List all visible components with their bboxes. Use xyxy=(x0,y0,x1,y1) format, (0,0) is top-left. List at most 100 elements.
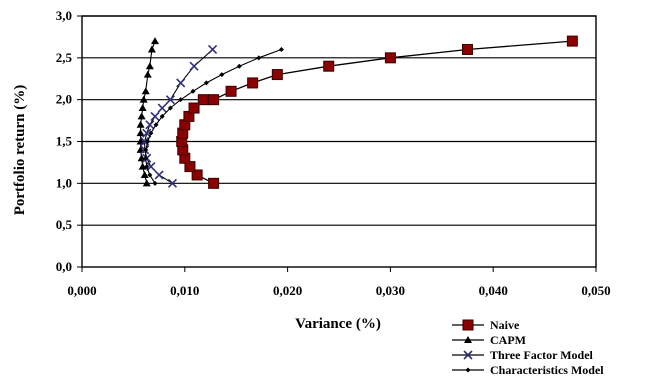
point-capm-3 xyxy=(137,154,146,162)
y-tick-label-5: 2,5 xyxy=(56,50,73,65)
point-naive-16 xyxy=(384,52,396,64)
point-characteristics-model-1 xyxy=(147,172,153,178)
point-naive-18 xyxy=(566,35,578,47)
point-three-factor-model-6-stroke-b xyxy=(142,128,152,138)
point-capm-11 xyxy=(141,87,150,95)
point-naive-1 xyxy=(191,169,203,181)
point-three-factor-model-11-stroke-b xyxy=(176,78,186,88)
point-three-factor-model-9-stroke-b xyxy=(157,103,167,113)
legend-label-three-factor-model: Three Factor Model xyxy=(490,348,594,362)
y-axis-title: Portfolio return (%) xyxy=(12,85,28,216)
x-tick-label-2: 0,020 xyxy=(273,283,302,298)
x-tick-label-3: 0,030 xyxy=(376,283,405,298)
point-naive-12 xyxy=(225,85,237,97)
point-characteristics-model-13 xyxy=(219,72,225,78)
point-three-factor-model-8 xyxy=(150,111,160,121)
point-three-factor-model-10-stroke-b xyxy=(165,95,175,105)
legend-item-characteristics-model: Characteristics Model xyxy=(452,363,604,377)
point-characteristics-model-11 xyxy=(190,88,196,94)
point-three-factor-model-10 xyxy=(165,95,175,105)
point-capm-15 xyxy=(150,37,159,45)
series-naive xyxy=(176,35,578,189)
point-naive-14 xyxy=(271,69,283,81)
point-three-factor-model-7 xyxy=(145,120,155,130)
point-characteristics-model-14 xyxy=(236,63,242,69)
series-layer xyxy=(136,35,578,189)
point-characteristics-model-16 xyxy=(278,46,284,52)
x-tick-label-5: 0,050 xyxy=(581,283,610,298)
legend-marker-three-factor-model-stroke-b xyxy=(463,350,473,360)
point-characteristics-model-3 xyxy=(143,155,149,161)
y-tick-label-2: 1,0 xyxy=(56,175,72,190)
point-three-factor-model-13 xyxy=(207,44,218,55)
x-tick-label-0: 0,000 xyxy=(67,283,96,298)
point-naive-0 xyxy=(208,177,220,189)
point-naive-11 xyxy=(208,94,220,106)
point-capm-10 xyxy=(139,95,148,103)
point-characteristics-model-2 xyxy=(144,164,150,170)
point-three-factor-model-8-stroke-b xyxy=(150,111,160,121)
tick-labels: 0,0 0,5 1,0 1,5 2,0 2,5 3,0 0,000 0,010 0,020 0,03… xyxy=(56,8,611,298)
point-three-factor-model-11 xyxy=(176,78,186,88)
point-capm-9 xyxy=(138,104,147,112)
point-capm-7 xyxy=(136,120,145,128)
legend-item-three-factor-model: Three Factor Model xyxy=(452,348,594,362)
point-characteristics-model-4 xyxy=(143,147,149,153)
x-tick-label-4: 0,040 xyxy=(479,283,508,298)
point-three-factor-model-7-stroke-b xyxy=(145,120,155,130)
series-characteristics-model xyxy=(143,46,284,186)
legend-item-capm: CAPM xyxy=(452,333,526,347)
legend-label-naive: Naive xyxy=(490,318,520,332)
point-characteristics-model-10 xyxy=(178,97,184,103)
point-three-factor-model-0-stroke-b xyxy=(167,178,178,188)
legend-label-capm: CAPM xyxy=(490,333,526,347)
legend-item-naive: Naive xyxy=(452,318,520,332)
legend-label-characteristics-model: Characteristics Model xyxy=(490,363,604,377)
point-capm-1 xyxy=(140,170,149,178)
legend-marker-naive xyxy=(462,319,474,331)
point-characteristics-model-12 xyxy=(203,80,209,86)
series-line-characteristics-model xyxy=(145,48,282,184)
point-characteristics-model-7 xyxy=(153,122,159,128)
legend-marker-three-factor-model xyxy=(463,350,473,360)
x-axis-title: Variance (%) xyxy=(295,316,381,332)
point-capm-6 xyxy=(136,129,145,137)
point-characteristics-model-8 xyxy=(159,113,165,119)
y-tick-label-4: 2,0 xyxy=(56,92,72,107)
point-capm-0 xyxy=(142,179,151,187)
point-three-factor-model-1-stroke-b xyxy=(154,170,164,180)
series-capm xyxy=(136,37,159,187)
point-three-factor-model-1 xyxy=(154,170,164,180)
point-three-factor-model-13-stroke-b xyxy=(207,44,218,55)
point-three-factor-model-12-stroke-b xyxy=(189,61,199,71)
y-tick-label-3: 1,5 xyxy=(56,134,73,149)
legend-marker-capm xyxy=(464,336,472,343)
point-characteristics-model-15 xyxy=(256,55,262,61)
y-tick-label-6: 3,0 xyxy=(56,8,72,23)
point-characteristics-model-6 xyxy=(148,130,154,136)
point-three-factor-model-9 xyxy=(157,103,167,113)
series-line-capm xyxy=(140,40,156,184)
point-capm-12 xyxy=(143,70,152,78)
point-capm-14 xyxy=(147,45,156,53)
point-three-factor-model-0 xyxy=(167,178,178,188)
point-naive-9 xyxy=(188,102,200,114)
point-naive-10 xyxy=(197,94,209,106)
point-three-factor-model-5-stroke-b xyxy=(140,136,150,147)
point-characteristics-model-9 xyxy=(167,105,173,111)
y-tick-label-1: 0,5 xyxy=(56,217,73,232)
point-characteristics-model-5 xyxy=(145,139,151,144)
point-naive-13 xyxy=(247,77,259,89)
point-capm-8 xyxy=(137,112,146,120)
point-three-factor-model-12 xyxy=(189,61,199,71)
point-naive-17 xyxy=(462,43,473,55)
point-capm-13 xyxy=(145,62,154,70)
y-tick-label-0: 0,0 xyxy=(56,259,72,274)
x-tick-label-1: 0,010 xyxy=(170,283,199,298)
legend-marker-characteristics-model xyxy=(465,367,471,373)
series-line-naive xyxy=(181,40,573,184)
point-capm-2 xyxy=(138,162,147,170)
point-characteristics-model-0 xyxy=(152,180,158,186)
